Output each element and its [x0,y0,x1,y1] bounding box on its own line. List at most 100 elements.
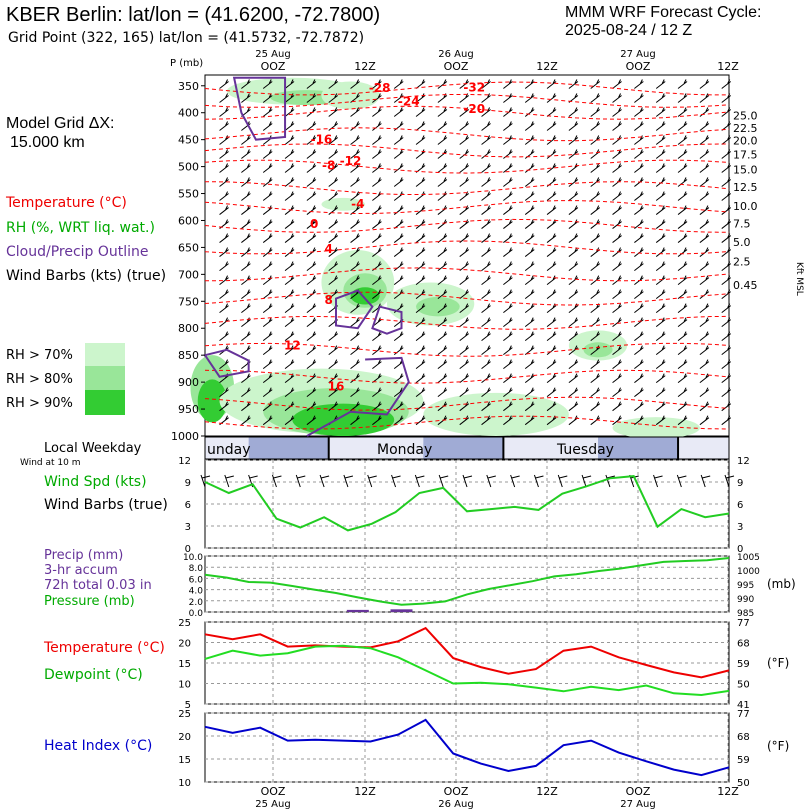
wind-barb [568,205,579,215]
wind-barb [459,79,470,89]
wind-barb [350,247,360,257]
wind-barb [634,331,644,342]
pressure-unit-label: (mb) [767,577,796,591]
wind-barb [546,149,557,159]
wind-barb [372,359,382,370]
precip-tick-label: 6.0 [189,575,204,585]
wind-barb [590,107,601,117]
wind-barb [241,191,251,201]
wind-barb [655,331,666,342]
wind-barb [590,359,601,370]
wind-barb [372,345,382,356]
wind-barb [306,121,317,131]
wind-barb [350,233,360,243]
wind-barb [524,401,535,412]
wind-barb [699,289,710,299]
pressure-tick-label: 850 [178,349,199,362]
wind-barb [262,331,273,342]
wind-barb [306,345,317,356]
wind-barb [721,107,732,117]
wind-barb [634,219,644,229]
wind-barb [350,275,360,285]
wind-barb [634,135,644,145]
wind-barb [721,191,732,201]
wind-barb [699,303,710,314]
wind-barb [524,121,535,131]
pressure-tick-label: 950 [178,403,199,416]
wind-barb [699,93,710,103]
wind-barb [372,121,382,131]
wind-barb [699,107,710,117]
wind-barb [328,93,339,103]
wind-barb [262,401,273,412]
legend-rh70-swatch [85,343,125,366]
wind-barb [437,149,448,159]
wind-barb [546,415,557,426]
wind-barb [481,303,491,314]
legend-pressure: Pressure (mb) [44,594,135,609]
wind-barb [437,107,448,117]
bottom-date-label: 27 Aug [620,799,655,810]
wind-barb [699,387,710,398]
wind-barb [481,261,491,271]
wind-barb [459,261,470,271]
wind-barb [262,373,273,384]
wind-barb [503,387,513,398]
wind-barb [503,289,513,299]
wind-barb [219,261,229,271]
temperature-isotherm [204,240,730,255]
wind-barb [262,359,273,370]
wind-barb [655,233,666,243]
wind-barb [634,149,644,159]
wind-barb [241,261,251,271]
wind-barb [241,289,251,299]
pressure-axis-title: P (mb) [170,58,203,69]
wind-barb [306,219,317,229]
wind-barb [612,247,622,257]
wind-barb [262,345,273,356]
wind-barb [393,163,404,173]
wind-barb [546,247,557,257]
legend-rh90-label: RH > 90% [6,396,73,411]
rh-shading-region [416,296,460,317]
wind-barb [350,373,360,384]
wind-barb [350,149,360,159]
wind-barb [612,387,622,398]
wind-barb [328,261,339,271]
wind-barb [328,275,339,285]
legend-rh70-label: RH > 70% [6,348,73,363]
wind-barb [699,359,710,370]
wind-barb [306,317,317,328]
wind-barb [699,219,710,229]
wind-barb [481,219,491,229]
wind-barb [524,177,535,187]
heat-index-tick-label: 20 [178,732,191,743]
wind-barb [481,331,491,342]
wind-barb [655,275,666,285]
wind-barb [677,177,688,187]
wind-barb [284,177,295,187]
wind-barb [350,331,360,342]
temperature-isotherm [204,415,730,430]
wind-barb [306,261,317,271]
wind-barb [437,415,448,426]
wind-barb [699,331,710,342]
wind-barb [568,331,579,342]
wind-barb [655,93,666,103]
wind-barb [481,359,491,370]
wind-barb [459,317,470,328]
heat-index-unit-label: (°F) [767,739,789,753]
wind-barb [415,261,426,271]
wind-barb [524,275,535,285]
wind-barb [393,149,404,159]
wind-barb [219,79,229,89]
wind-barb [415,401,426,412]
pressure-tick-label-right: 990 [737,595,754,605]
wind-barb [612,205,622,215]
wind-barb [459,331,470,342]
wind-barb [415,135,426,145]
legend-wind-at: Wind at 10 m [20,458,81,468]
weekday-band-frame [204,436,730,460]
wind-barb [568,79,579,89]
wind-barb [524,317,535,328]
